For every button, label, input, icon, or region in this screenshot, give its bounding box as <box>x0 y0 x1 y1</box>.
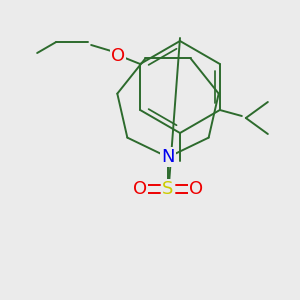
Text: O: O <box>111 47 125 65</box>
Text: N: N <box>161 148 175 166</box>
Text: O: O <box>189 180 203 198</box>
Text: O: O <box>133 180 147 198</box>
Text: S: S <box>162 180 174 198</box>
